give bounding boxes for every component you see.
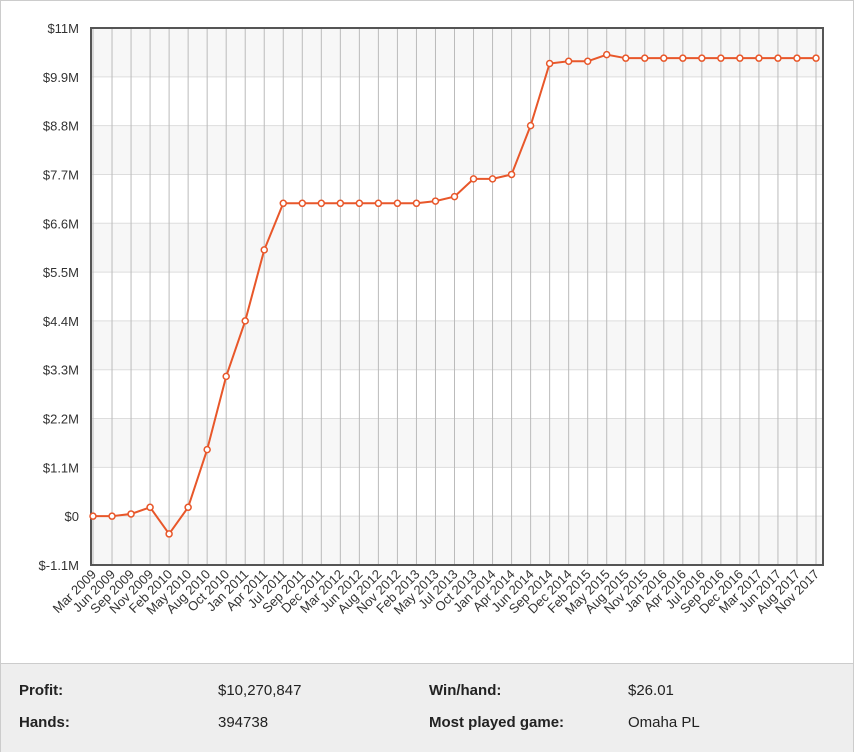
- point: [469, 175, 478, 183]
- y-tick-label: $6.6M: [43, 216, 79, 231]
- point: [526, 121, 535, 130]
- grid-band: [91, 516, 823, 565]
- point: [355, 199, 364, 208]
- stats-panel: Profit: $10,270,847 Win/hand: $26.01 Hands: 3…: [1, 663, 853, 752]
- grid-band: [91, 418, 823, 468]
- point: [165, 530, 173, 538]
- plot-border: [90, 27, 824, 566]
- y-tick-label: $0: [65, 509, 79, 524]
- y-tick-label: $8.8M: [43, 119, 79, 134]
- point: [431, 197, 440, 205]
- point: [583, 57, 592, 66]
- point: [127, 510, 135, 518]
- y-tick-label: $7.7M: [43, 167, 79, 182]
- point: [298, 199, 307, 208]
- grid-band: [91, 223, 823, 273]
- y-tick-label: $2.2M: [43, 412, 79, 427]
- stat-value: $26.01: [628, 682, 674, 699]
- point: [755, 54, 763, 62]
- plot-background: [91, 28, 823, 565]
- point: [774, 54, 782, 62]
- point: [698, 54, 706, 62]
- point: [812, 54, 820, 62]
- point: [336, 199, 345, 208]
- y-tick-label: $-1.1M: [39, 558, 79, 573]
- grid-band: [91, 28, 823, 77]
- stat-value: 394738: [218, 714, 269, 731]
- point: [679, 54, 687, 62]
- point: [89, 512, 97, 520]
- point: [641, 54, 649, 62]
- y-tick-label: $3.3M: [43, 363, 79, 378]
- y-tick-label: $9.9M: [43, 70, 79, 85]
- point: [241, 317, 249, 325]
- y-tick-label: $5.5M: [43, 265, 79, 280]
- point: [564, 57, 573, 66]
- stat-label: Hands:: [19, 714, 70, 731]
- stat-value: Omaha PL: [628, 714, 700, 731]
- point: [660, 54, 668, 62]
- stat-value: $10,270,847: [218, 682, 302, 699]
- point: [146, 503, 154, 512]
- point: [222, 372, 230, 381]
- y-tick-label: $4.4M: [43, 314, 79, 329]
- point: [602, 50, 611, 59]
- point: [450, 192, 459, 201]
- point: [736, 54, 744, 62]
- y-tick-label: $1.1M: [43, 460, 79, 475]
- point: [412, 199, 421, 208]
- stat-label: Most played game:: [429, 714, 565, 731]
- y-tick-label: $11M: [47, 21, 79, 36]
- point: [260, 246, 268, 254]
- point: [507, 170, 516, 179]
- point: [717, 54, 725, 62]
- grid-band: [91, 125, 823, 175]
- point: [793, 54, 801, 62]
- stat-label: Profit:: [19, 682, 64, 699]
- grid-band: [91, 320, 823, 370]
- point: [184, 503, 192, 512]
- point: [393, 199, 402, 208]
- point: [545, 59, 554, 68]
- point: [374, 199, 383, 208]
- point: [279, 199, 288, 208]
- point: [488, 175, 497, 183]
- point: [203, 445, 211, 454]
- point: [108, 512, 116, 520]
- stat-label: Win/hand:: [429, 682, 502, 699]
- chart: $-1.1M $0 $1.1M $2.2M $3.3M $4.4M $5.5M $6.6M $7…: [39, 21, 824, 617]
- point: [317, 199, 326, 208]
- point: [621, 54, 630, 62]
